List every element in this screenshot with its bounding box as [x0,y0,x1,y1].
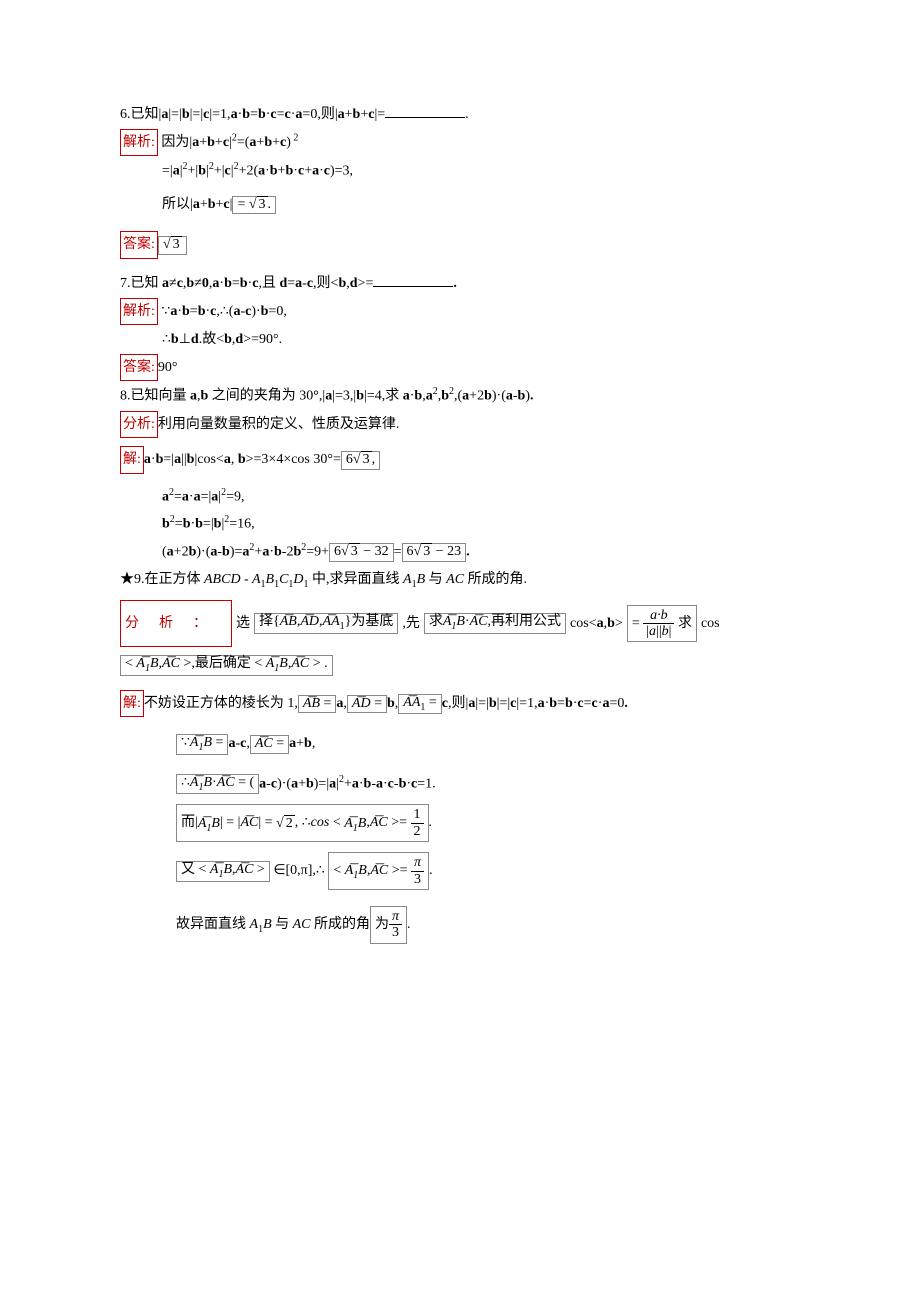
q9-l1-b2: A͞C = [250,735,289,754]
q6-jiexi: 解析: 因为|a+b+c|2=(a+b+c) 2 [120,129,800,156]
q8-problem: 8.已知向量 a,b 之间的夹角为 30°,|a|=3,|b|=4,求 a·b,… [120,383,800,409]
q7-jiexi: 解析: ∵a·b=b·c,∴(a-c)·b=0, [120,298,800,325]
q6-daan: 答案:√3 [120,231,800,258]
q8-fenxi-text: 利用向量数量积的定义、性质及运算律. [158,417,400,432]
q9-t2: ,先 [402,611,420,636]
q6-daan-val: √3 [158,236,187,255]
q8-step4: (a+2b)·(a-b)=a2+a·b-2b2=9+6√3 − 32=6√3 −… [120,539,800,565]
q7-blank [373,272,453,287]
q8-step3: b2=b·b=|b|2=16, [120,511,800,537]
q9-l4-b2: < A͞1B,A͞C >= π3 [328,852,429,890]
document-page: 6.已知|a|=|b|=|c|=1,a·b=b·c=c·a=0,则|a+b+c|… [0,0,920,1302]
q6-blank [385,103,465,118]
q9-box-basis: 择{A͞B,A͞D,A͞A1}为基底 [254,613,398,634]
q9-box-angle: < A͞1B,A͞C >,最后确定 < A͞1B,A͞C > . [120,655,333,676]
q6-problem: 6.已知|a|=|b|=|c|=1,a·b=b·c=c·a=0,则|a+b+c|… [120,102,800,127]
q9-t3: cos<a,b> [570,611,623,636]
q7-problem: 7.已知 a≠c,b≠0,a·b=b·c,且 d=a-c,则<b,d>=. [120,271,800,296]
q7-step2: ∴b⊥d.故<b,d>=90°. [120,327,800,352]
q9-l3: 而|A͞1B| = |A͞C| = √2, ∴cos < A͞1B,A͞C >=… [120,804,800,842]
q9-box-formula: 求A͞1B·A͞C,再利用公式 [424,613,566,634]
q9-box-frac: = a·b|a||b| 求 [627,605,697,643]
q9-l1-b1: ∵A͞1B = [176,734,228,755]
fenxi-label-9: 分析： [120,600,232,647]
q8-box1: 6√3, [341,451,380,470]
q9-l4: 又 < A͞1B,A͞C > ∈[0,π],∴ < A͞1B,A͞C >= π3… [120,852,800,890]
q9-l5: 故异面直线 A1B 与 AC 所成的角为π3. [120,906,800,944]
q8-box3: 6√3 − 23 [402,543,467,562]
jie-label: 解: [120,446,144,473]
q8-fenxi: 分析:利用向量数量积的定义、性质及运算律. [120,411,800,438]
q9-ab: A͞B = [298,695,337,714]
q6-step3: 所以|a+b+c|= √3. [120,192,800,217]
q9-jie: 解:不妨设正方体的棱长为 1,A͞B =a,A͞D =b,A͞A1 =c,则|a… [120,690,800,717]
q6-step2: =|a|2+|b|2+|c|2+2(a·b+b·c+a·c)=3, [120,158,800,184]
q9-t4: cos [701,611,720,636]
q9-l1: ∵A͞1B =a-c,A͞C =a+b, [120,731,800,756]
q9-l3-b: 而|A͞1B| = |A͞C| = √2, ∴cos < A͞1B,A͞C >=… [176,804,429,842]
jiexi-label: 解析: [120,129,158,156]
fenxi-label: 分析: [120,411,158,438]
q9-fenxi-row: 分析： 选 择{A͞B,A͞D,A͞A1}为基底 ,先 求A͞1B·A͞C,再利… [120,600,800,647]
q9-title: ★9.在正方体 ABCD - A1B1C1D1 中,求异面直线 A1B 与 AC… [120,567,800,594]
q6-text: 6.已知|a|=|b|=|c|=1,a·b=b·c=c·a=0,则|a+b+c|… [120,107,385,122]
q9-fenxi-l2: < A͞1B,A͞C >,最后确定 < A͞1B,A͞C > . [120,653,800,678]
jie-label-9: 解: [120,690,144,717]
q8-jie: 解:a·b=|a||b|cos<a, b>=3×4×cos 30°=6√3, [120,446,800,473]
q9-l4-b1: 又 < A͞1B,A͞C > [176,861,270,882]
q9-t1: 选 [236,611,250,636]
jiexi-label-7: 解析: [120,298,158,325]
q6-step1: 因为|a+b+c|2=(a+b+c) 2 [161,135,298,150]
q9-ad: A͞D = [347,695,387,714]
daan-label: 答案: [120,231,158,258]
q8-box2: 6√3 − 32 [329,543,394,562]
q6-ans-box: = √3. [232,196,276,215]
q8-step2: a2=a·a=|a|2=9, [120,484,800,510]
q7-daan-val: 90° [158,360,178,375]
q7-daan: 答案:90° [120,354,800,381]
q9-aa1: A͞A1 = [398,694,442,715]
q9-l2-b: ∴A͞1B·A͞C = ( [176,774,259,795]
q9-l2: ∴A͞1B·A͞C = (a-c)·(a+b)=|a|2+a·b-a·c-b·c… [120,771,800,797]
daan-label-7: 答案: [120,354,158,381]
q9-l5-b: 为π3 [370,906,407,944]
